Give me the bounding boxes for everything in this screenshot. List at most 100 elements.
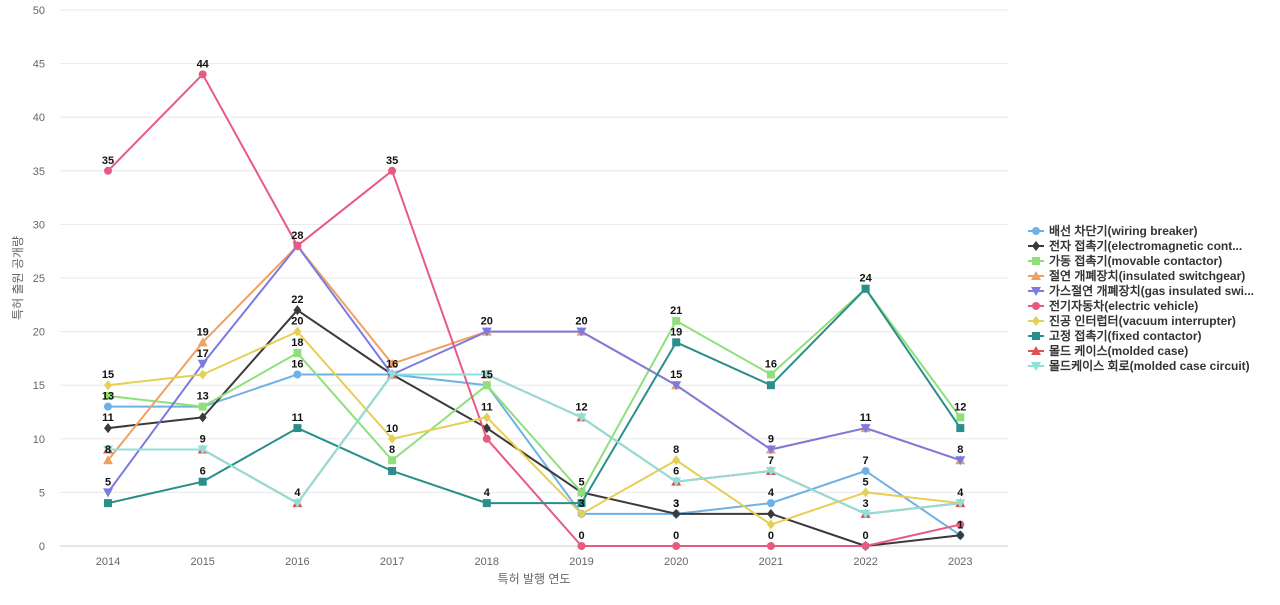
legend-marker[interactable] — [1031, 362, 1041, 371]
data-point-5-7[interactable] — [766, 542, 775, 550]
legend-marker[interactable] — [1031, 287, 1041, 296]
data-point-1-6[interactable] — [672, 508, 681, 519]
legend-item[interactable]: 몰드케이스 회로(molded case circuit) — [1028, 358, 1250, 373]
series-line-4[interactable] — [107, 244, 961, 493]
data-point-3-1[interactable] — [197, 337, 208, 347]
series-line-0[interactable] — [108, 373, 961, 537]
data-point-5-2[interactable] — [293, 241, 302, 250]
data-point-2-6[interactable] — [672, 316, 681, 325]
data-point-7-0[interactable] — [104, 499, 112, 508]
legend-marker[interactable] — [1032, 227, 1040, 235]
data-point-6-1[interactable] — [198, 369, 207, 380]
legend-item[interactable]: 진공 인터럽터(vacuum interrupter) — [1028, 313, 1236, 328]
data-point-2-3[interactable] — [388, 456, 397, 465]
data-label: 3 — [863, 498, 869, 510]
data-point-6-4[interactable] — [482, 412, 491, 423]
y-tick-label: 15 — [33, 380, 45, 392]
data-point-7-2[interactable] — [293, 424, 302, 433]
data-point-0-8[interactable] — [861, 466, 870, 475]
data-point-5-4[interactable] — [482, 434, 491, 443]
data-point-7-8[interactable] — [861, 284, 870, 293]
data-point-6-2[interactable] — [293, 326, 302, 337]
data-point-5-6[interactable] — [672, 542, 681, 550]
data-point-7-4[interactable] — [482, 499, 491, 508]
data-point-5-8[interactable] — [861, 542, 870, 550]
data-point-5-9[interactable] — [956, 520, 965, 529]
data-point-2-2[interactable] — [293, 349, 302, 358]
legend-item[interactable]: 전기자동차(electric vehicle) — [1028, 298, 1198, 313]
series-line-9[interactable] — [108, 373, 961, 515]
data-point-6-0[interactable] — [104, 380, 112, 391]
series-line-2[interactable] — [107, 287, 962, 494]
data-point-9-7[interactable] — [765, 466, 776, 476]
data-point-3-0[interactable] — [103, 455, 113, 465]
data-point-4-8[interactable] — [860, 424, 871, 434]
data-point-6-7[interactable] — [766, 519, 775, 530]
legend-item[interactable]: 몰드 케이스(molded case) — [1028, 343, 1188, 358]
legend-item[interactable]: 고정 접촉기(fixed contactor) — [1028, 328, 1202, 343]
legend-item[interactable]: 가스절연 개폐장치(gas insulated swi... — [1028, 283, 1254, 298]
data-point-9-8[interactable] — [860, 509, 871, 519]
data-point-2-0[interactable] — [104, 391, 112, 400]
data-point-5-5[interactable] — [577, 542, 586, 550]
data-point-7-1[interactable] — [198, 477, 207, 486]
data-point-7-5[interactable] — [577, 499, 586, 508]
series-line-1[interactable] — [107, 309, 961, 547]
data-point-7-7[interactable] — [766, 381, 775, 390]
legend-item[interactable]: 가동 접촉기(movable contactor) — [1028, 253, 1222, 268]
data-point-9-2[interactable] — [292, 499, 303, 509]
series-line-7[interactable] — [107, 287, 962, 505]
series-line-6[interactable] — [107, 330, 961, 526]
data-point-9-4[interactable] — [481, 370, 492, 380]
data-point-9-6[interactable] — [671, 477, 682, 487]
data-label: 4 — [957, 487, 964, 499]
data-point-6-3[interactable] — [388, 433, 397, 444]
data-point-0-2[interactable] — [293, 370, 302, 379]
legend-item[interactable]: 배선 차단기(wiring breaker) — [1028, 223, 1198, 238]
data-point-4-1[interactable] — [197, 359, 208, 369]
data-point-4-4[interactable] — [481, 327, 492, 337]
data-point-1-2[interactable] — [293, 305, 302, 316]
legend-marker[interactable] — [1031, 346, 1041, 355]
data-point-2-1[interactable] — [198, 402, 207, 411]
data-point-9-9[interactable] — [955, 499, 966, 509]
data-point-1-7[interactable] — [766, 508, 775, 519]
data-point-5-3[interactable] — [388, 166, 397, 175]
data-point-6-6[interactable] — [672, 455, 681, 466]
data-point-7-9[interactable] — [956, 424, 965, 433]
data-point-5-0[interactable] — [104, 166, 112, 175]
data-point-9-3[interactable] — [387, 370, 398, 380]
legend-marker[interactable] — [1032, 241, 1040, 251]
data-point-6-5[interactable] — [577, 508, 586, 519]
data-point-1-0[interactable] — [104, 423, 112, 434]
data-point-2-9[interactable] — [956, 413, 965, 422]
legend-item[interactable]: 전자 접촉기(electromagnetic cont... — [1028, 238, 1242, 253]
data-point-9-0[interactable] — [103, 445, 113, 455]
data-point-9-5[interactable] — [576, 413, 587, 423]
data-point-0-0[interactable] — [104, 402, 112, 411]
data-point-1-9[interactable] — [956, 530, 965, 541]
data-point-2-4[interactable] — [482, 381, 491, 390]
legend-marker[interactable] — [1032, 332, 1040, 340]
data-point-4-7[interactable] — [765, 445, 776, 455]
data-point-7-3[interactable] — [388, 466, 397, 475]
legend-item[interactable]: 절연 개폐장치(insulated switchgear) — [1028, 268, 1245, 283]
legend-marker[interactable] — [1032, 302, 1040, 310]
data-point-3-3[interactable] — [387, 358, 398, 368]
data-point-5-1[interactable] — [198, 70, 207, 79]
legend-marker[interactable] — [1032, 316, 1040, 326]
data-point-9-1[interactable] — [197, 445, 208, 455]
data-point-6-8[interactable] — [861, 487, 870, 498]
data-point-7-6[interactable] — [672, 338, 681, 347]
data-point-2-5[interactable] — [577, 488, 586, 497]
data-point-2-7[interactable] — [766, 370, 775, 379]
data-point-4-5[interactable] — [576, 327, 587, 337]
legend-marker[interactable] — [1031, 271, 1041, 280]
data-point-1-1[interactable] — [198, 412, 207, 423]
data-point-4-6[interactable] — [671, 381, 682, 391]
data-point-4-0[interactable] — [103, 488, 113, 498]
data-point-4-9[interactable] — [955, 456, 966, 466]
legend-marker[interactable] — [1032, 257, 1040, 265]
series-line-5[interactable] — [107, 73, 961, 547]
data-point-0-7[interactable] — [766, 499, 775, 508]
